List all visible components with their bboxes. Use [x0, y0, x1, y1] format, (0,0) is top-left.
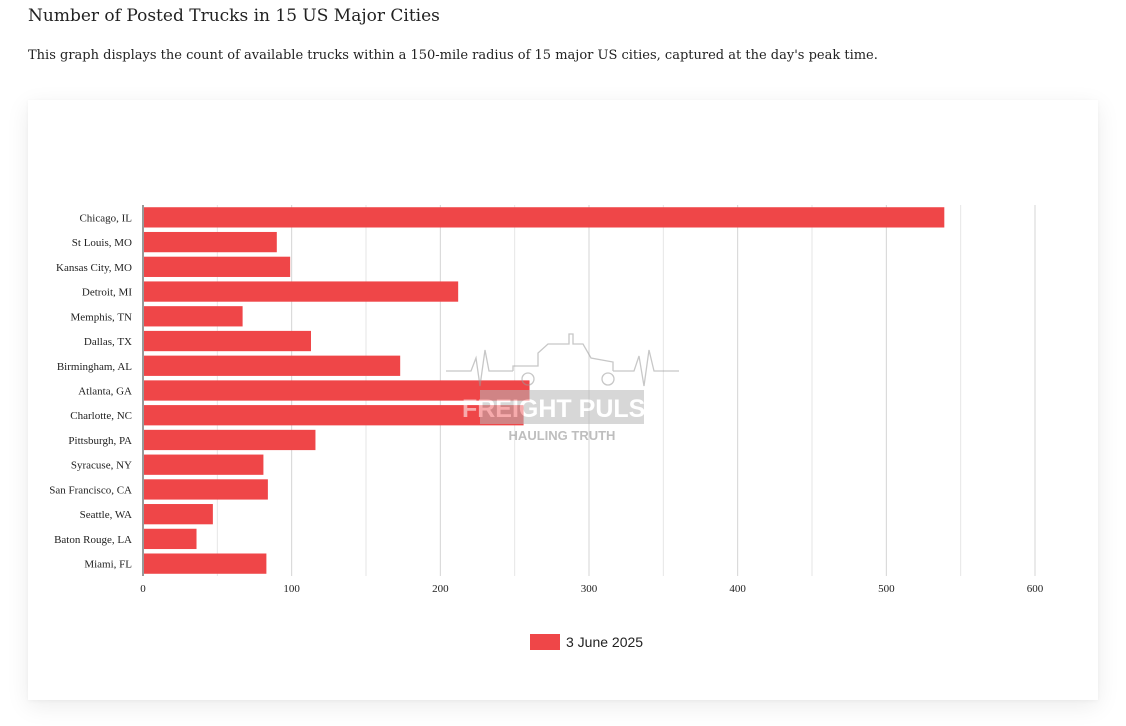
y-tick-label: Baton Rouge, LA — [54, 534, 132, 546]
watermark-tagline: HAULING TRUTH — [509, 428, 616, 443]
bar — [144, 429, 316, 451]
x-tick-label: 300 — [581, 583, 598, 595]
bar — [144, 231, 277, 253]
x-tick-label: 600 — [1027, 583, 1044, 595]
x-tick-label: 500 — [878, 583, 895, 595]
y-axis-labels: Chicago, IL St Louis, MO Kansas City, MO De… — [49, 212, 132, 570]
bar — [144, 553, 267, 574]
bar — [144, 207, 945, 228]
bars — [144, 207, 945, 574]
x-axis-labels: 0 100 200 300 400 500 600 — [140, 583, 1044, 595]
y-tick-label: Chicago, IL — [79, 212, 132, 224]
bar — [144, 405, 524, 426]
y-tick-label: Birmingham, AL — [57, 361, 132, 373]
bar — [144, 454, 264, 475]
y-tick-label: Seattle, WA — [80, 509, 132, 521]
y-tick-label: Syracuse, NY — [71, 460, 132, 472]
bar — [144, 479, 268, 500]
chart-card: FREIGHT PULSE HAULING TRUTH Chicago, IL S… — [28, 100, 1098, 700]
bar — [144, 330, 311, 352]
watermark-brand-text: FREIGHT PULSE — [462, 395, 662, 423]
y-tick-label: Detroit, MI — [82, 287, 132, 299]
y-tick-label: San Francisco, CA — [49, 484, 132, 496]
legend-label: 3 June 2025 — [566, 634, 643, 650]
bar — [144, 256, 291, 277]
y-tick-label: Memphis, TN — [70, 311, 132, 323]
legend: 3 June 2025 — [530, 634, 643, 650]
x-tick-label: 100 — [283, 583, 300, 595]
page-subtitle: This graph displays the count of availab… — [28, 48, 878, 63]
x-tick-label: 200 — [432, 583, 449, 595]
watermark-badge — [480, 390, 644, 424]
y-tick-label: Dallas, TX — [84, 336, 132, 348]
x-tick-label: 400 — [729, 583, 746, 595]
bar — [144, 306, 243, 327]
y-tick-label: Kansas City, MO — [56, 262, 132, 274]
x-tick-label: 0 — [140, 583, 146, 595]
bar — [144, 504, 213, 525]
truck-heartbeat-icon — [446, 333, 679, 387]
bar — [144, 380, 530, 401]
y-tick-label: Atlanta, GA — [78, 386, 132, 398]
bar — [144, 281, 459, 302]
page-title: Number of Posted Trucks in 15 US Major C… — [28, 6, 440, 26]
watermark-logo: FREIGHT PULSE HAULING TRUTH — [446, 333, 679, 443]
legend-swatch — [530, 634, 560, 650]
bar — [144, 528, 197, 550]
y-tick-label: Pittsburgh, PA — [68, 435, 132, 447]
y-tick-label: Miami, FL — [84, 559, 132, 571]
bar-chart: FREIGHT PULSE HAULING TRUTH Chicago, IL S… — [49, 205, 1044, 650]
bar — [144, 355, 401, 376]
y-tick-label: Charlotte, NC — [70, 410, 132, 422]
y-tick-label: St Louis, MO — [72, 237, 132, 249]
